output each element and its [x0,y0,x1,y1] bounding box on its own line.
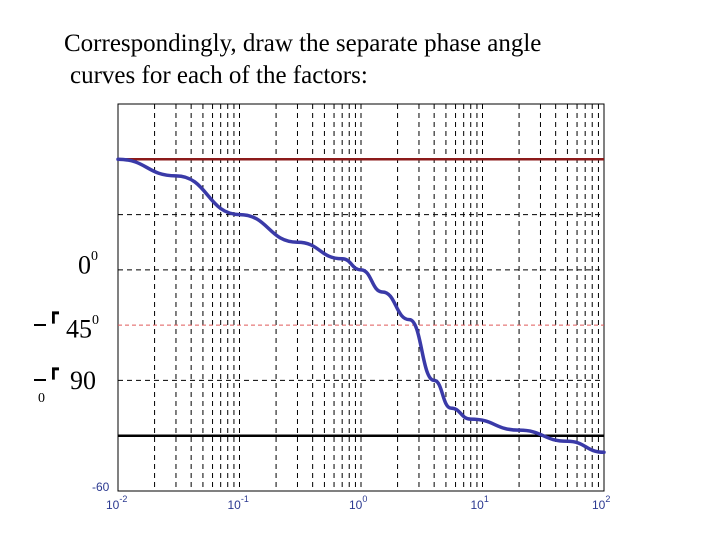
label-zero-deg: 00 [78,249,98,280]
x-tick-label: 102 [592,494,611,512]
minus-sign-icon [34,324,46,326]
title-line-2: curves for each of the factors: [70,62,368,89]
title-line-1: Correspondingly, draw the separate phase… [64,30,542,57]
label-minus-90-degree: 0 [38,391,45,406]
cursor-glyph-icon: ┏ [48,303,59,323]
label-minus-90: 90 [70,366,96,395]
minus-sign-icon [34,379,46,381]
label-minus-45: 450 [66,313,99,344]
x-tick-label: 10-2 [106,494,128,512]
x-tick-label: 101 [470,494,489,512]
cursor-glyph-icon: ┏ [48,359,59,379]
slide-title: Correspondingly, draw the separate phase… [64,28,664,92]
phase-curve [116,157,606,455]
y-bottom-label: -60 [92,480,110,494]
x-tick-label: 100 [349,494,368,512]
x-tick-label: 10-1 [227,494,249,512]
